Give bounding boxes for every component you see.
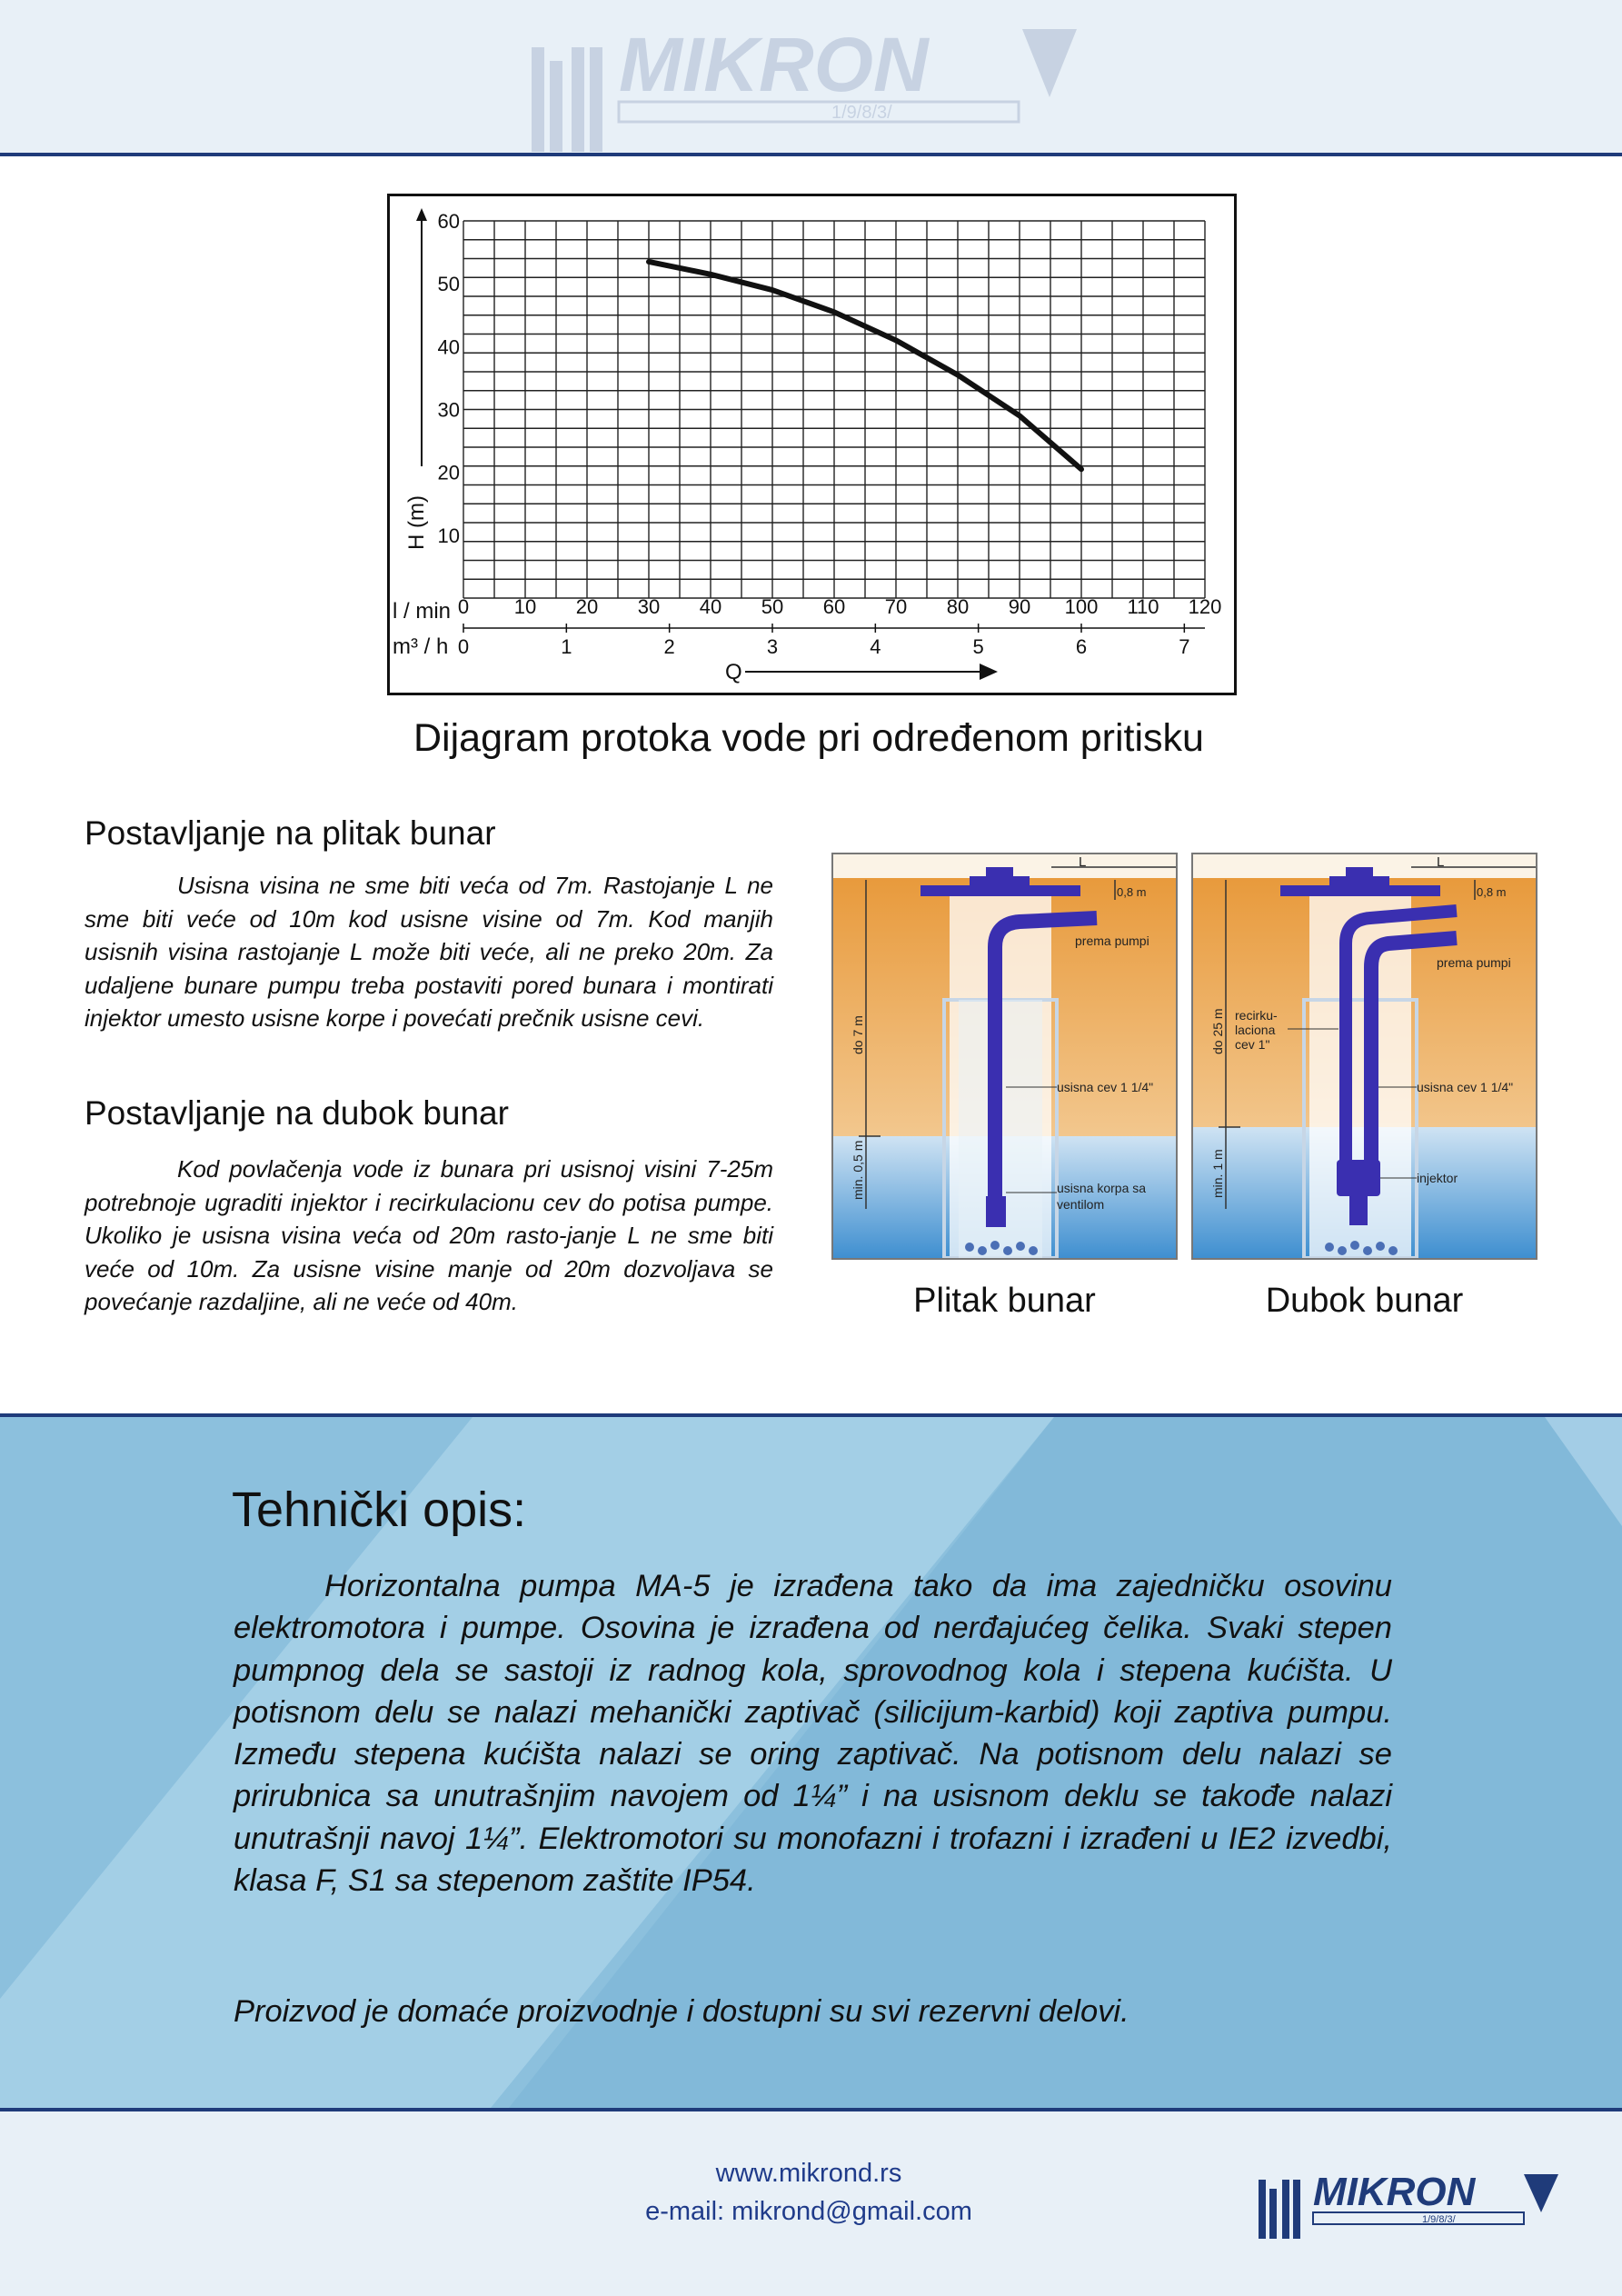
deep-well-caption: Dubok bunar <box>1265 1282 1464 1320</box>
basket-label-2: ventilom <box>1057 1197 1104 1212</box>
mikron-logo-watermark: MIKRON 1/9/8/3/ <box>532 22 1077 152</box>
deep-well-heading: Postavljanje na dubok bunar <box>85 1094 509 1132</box>
tech-note: Proizvod je domaće proizvodnje i dostupn… <box>234 1994 1129 2029</box>
x-tick-label-lmin: 40 <box>700 595 721 618</box>
recirc-label-2: laciona <box>1235 1023 1276 1037</box>
injector <box>1337 1160 1380 1196</box>
min-depth-label: min. 1 m <box>1210 1149 1225 1198</box>
recirc-label-3: cev 1" <box>1235 1037 1269 1052</box>
recirculation-pipe <box>1339 904 1458 1163</box>
chart-title: Dijagram protoka vode pri određenom prit… <box>413 716 1204 760</box>
pipe-label: usisna cev 1 1/4" <box>1057 1080 1153 1094</box>
logo-year-band <box>1312 2211 1525 2225</box>
suction-pipe <box>1364 931 1458 1163</box>
footer-email-link[interactable]: e-mail: mikrond@gmail.com <box>645 2197 972 2226</box>
x-axis-label: Q <box>725 660 742 684</box>
tech-paragraph: Horizontalna pumpa MA-5 je izrađena tako… <box>234 1569 1392 1899</box>
logo-year: 1/9/8/3/ <box>1422 2214 1457 2225</box>
q-axis-arrow <box>980 664 998 680</box>
logo-triangle <box>1524 2174 1558 2212</box>
depth-label: do 7 m <box>851 1015 865 1054</box>
tech-divider-top <box>0 1413 1622 1417</box>
x-tick-labels-m3h: 0 1 2 3 4 5 6 7 <box>458 624 1189 658</box>
y-tick-label: 30 <box>438 399 460 422</box>
x-axis-m3h-label: m³ / h <box>393 634 448 659</box>
well-cap <box>920 885 1080 896</box>
deep-well-diagram: L 0,8 m prema pumpi recirku- laciona cev… <box>1191 853 1537 1260</box>
x-tick-label-lmin: 120 <box>1189 595 1222 618</box>
x-tick-label-m3h: 7 <box>1179 635 1189 658</box>
x-tick-labels-lmin: 0 10 20 30 40 50 60 70 80 90 100 110 120 <box>458 595 1221 618</box>
x-tick-label-lmin: 10 <box>514 595 536 618</box>
header-divider <box>0 153 1622 156</box>
x-tick-label-m3h: 6 <box>1076 635 1087 658</box>
shallow-well-illustration: L 0,8 m prema pumpi do 7 m min. 0,5 m us… <box>833 854 1176 1258</box>
logo-wordmark: MIKRON <box>619 22 930 107</box>
deep-well-paragraph: Kod povlačenja vode iz bunara pri usisno… <box>85 1155 773 1316</box>
logo-triangle <box>1022 29 1077 97</box>
x-tick-label-lmin: 90 <box>1009 595 1030 618</box>
y-tick-label: 50 <box>438 273 460 295</box>
y-tick-label: 10 <box>438 524 460 547</box>
shallow-well-diagram: L 0,8 m prema pumpi do 7 m min. 0,5 m us… <box>831 853 1178 1260</box>
pipe-label: usisna cev 1 1/4" <box>1417 1080 1513 1094</box>
logo-mark-bars <box>532 47 602 152</box>
suction-basket <box>986 1196 1006 1227</box>
x-tick-label-m3h: 2 <box>664 635 675 658</box>
tech-panel <box>0 1417 1622 2108</box>
page-header <box>0 0 1622 153</box>
page-footer <box>0 2111 1622 2296</box>
shallow-well-caption: Plitak bunar <box>913 1282 1096 1320</box>
x-tick-label-lmin: 20 <box>576 595 598 618</box>
tech-panel-background <box>0 1417 1622 2108</box>
gap-label: 0,8 m <box>1117 885 1147 899</box>
logo-year-band <box>617 100 1020 124</box>
logo-mark-bars <box>1259 2180 1300 2239</box>
x-tick-label-m3h: 4 <box>870 635 881 658</box>
tech-title: Tehnički opis: <box>232 1482 527 1537</box>
x-tick-label-m3h: 3 <box>767 635 778 658</box>
y-tick-label: 40 <box>438 335 460 358</box>
x-axis-lmin-label: l / min <box>393 599 451 624</box>
shallow-well-paragraph: Usisna visina ne sme biti veća od 7m. Ra… <box>85 872 773 1033</box>
distance-l-label: L <box>1437 854 1444 870</box>
y-axis-arrow <box>416 208 427 221</box>
logo-year: 1/9/8/3/ <box>831 103 892 123</box>
gap-label: 0,8 m <box>1477 885 1507 899</box>
y-axis-label: H (m) <box>404 495 429 550</box>
depth-label: do 25 m <box>1210 1008 1225 1054</box>
x-tick-label-lmin: 110 <box>1127 595 1159 618</box>
footer-website-link[interactable]: www.mikrond.rs <box>715 2159 902 2188</box>
distance-l-label: L <box>1079 854 1086 870</box>
x-tick-label-lmin: 80 <box>947 595 969 618</box>
deep-well-illustration: L 0,8 m prema pumpi recirku- laciona cev… <box>1193 854 1536 1258</box>
y-tick-labels: 10 20 30 40 50 60 <box>438 210 460 547</box>
x-tick-label-m3h: 1 <box>561 635 572 658</box>
x-tick-label-lmin: 70 <box>885 595 907 618</box>
logo-wordmark: MIKRON <box>1313 2170 1477 2214</box>
x-tick-label-lmin: 50 <box>761 595 783 618</box>
tech-divider-bottom <box>0 2108 1622 2111</box>
pump-curve-line <box>646 258 1084 473</box>
to-pump-label: prema pumpi <box>1437 955 1511 970</box>
to-pump-label: prema pumpi <box>1075 933 1149 948</box>
x-tick-label-m3h: 5 <box>973 635 984 658</box>
y-tick-label: 20 <box>438 462 460 484</box>
mikron-logo: MIKRON 1/9/8/3/ <box>1259 2170 1558 2239</box>
x-tick-label-m3h: 0 <box>458 635 469 658</box>
injector-label: injektor <box>1417 1171 1458 1185</box>
basket-label-1: usisna korpa sa <box>1057 1181 1146 1195</box>
y-tick-label: 60 <box>438 210 460 233</box>
suction-pipe <box>988 911 1098 1200</box>
min-depth-label: min. 0,5 m <box>851 1141 865 1200</box>
shallow-well-heading: Postavljanje na plitak bunar <box>85 814 496 852</box>
x-tick-label-lmin: 60 <box>823 595 845 618</box>
recirc-label-1: recirku- <box>1235 1008 1278 1023</box>
x-tick-label-lmin: 100 <box>1065 595 1099 618</box>
x-tick-label-lmin: 0 <box>458 595 469 618</box>
chart-grid <box>463 220 1206 599</box>
x-tick-label-lmin: 30 <box>638 595 660 618</box>
